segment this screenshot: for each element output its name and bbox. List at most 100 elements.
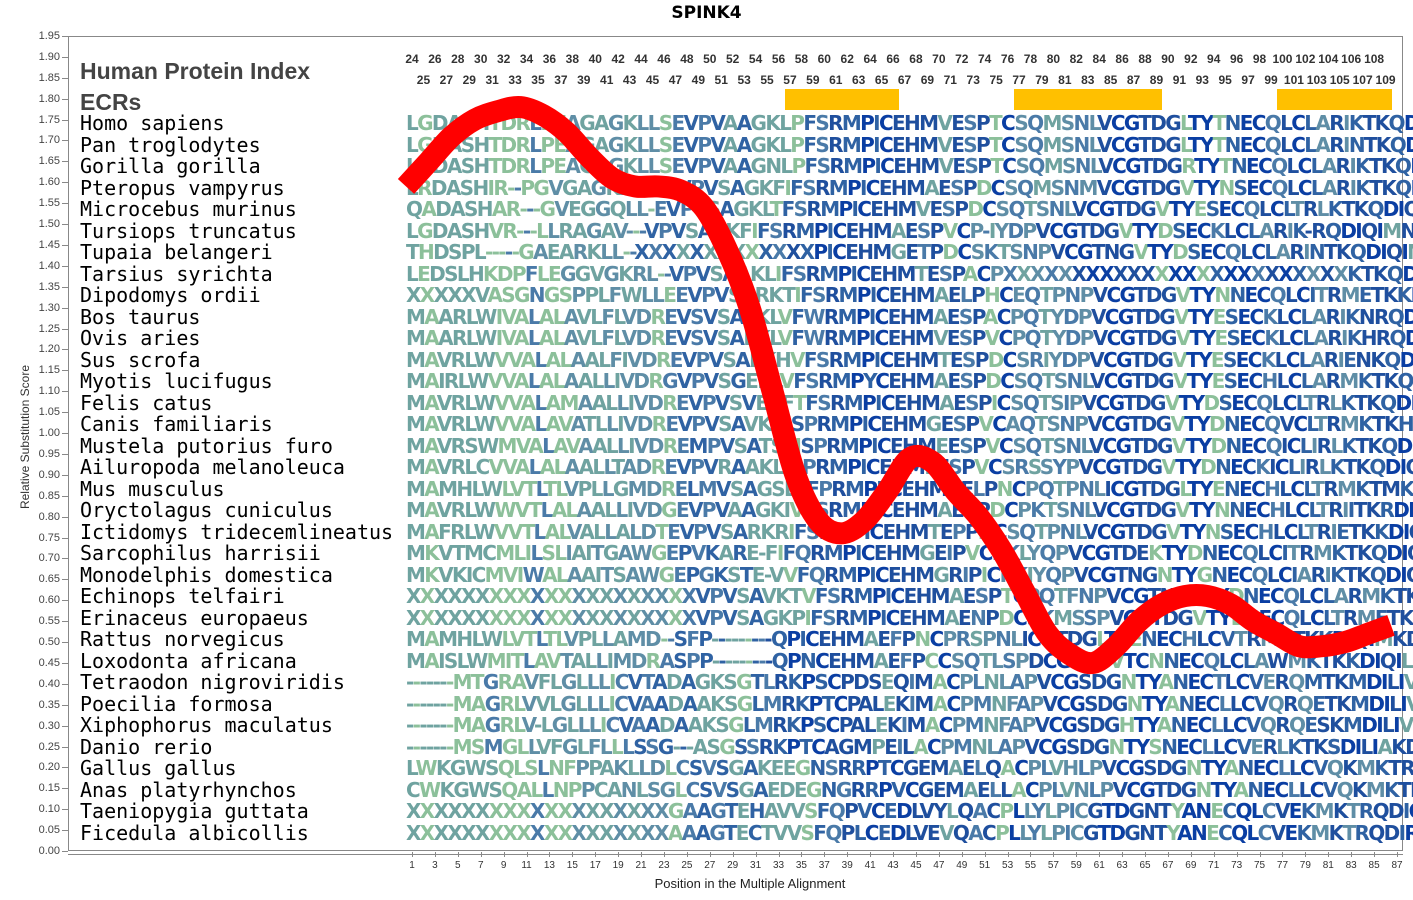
species-name: Ictidomys tridecemlineatus <box>80 519 394 544</box>
y-tick-mark <box>62 307 68 309</box>
y-tick-label: 1.10 <box>38 385 60 398</box>
x-tick-mark <box>1328 852 1330 857</box>
x-tick-mark <box>1213 852 1215 857</box>
y-tick-label: 0.45 <box>38 656 60 669</box>
x-tick-label: 67 <box>1162 860 1174 871</box>
human-index-label: 56 <box>771 52 786 66</box>
x-tick-label: 39 <box>841 860 853 871</box>
x-tick-mark <box>480 852 482 857</box>
y-tick-label: 0.50 <box>38 636 60 649</box>
human-index-label: 54 <box>748 52 763 66</box>
y-tick-label: 0.20 <box>38 761 60 774</box>
human-index-label: 59 <box>806 73 820 87</box>
y-tick-label: 0.00 <box>38 845 60 857</box>
human-index-label: 32 <box>496 52 511 66</box>
y-tick-mark <box>62 558 68 560</box>
y-tick-label: 1.05 <box>38 406 60 419</box>
sequence-row: MKVTMCMLILSLIAITGAWGEPVKARE-FIFQRMPICEHM… <box>406 541 1413 565</box>
species-name: Xiphophorus maculatus <box>80 713 333 737</box>
human-index-label: 28 <box>451 52 465 66</box>
human-index-label: 97 <box>1241 73 1255 87</box>
human-index-label: 78 <box>1023 52 1038 66</box>
x-tick-mark <box>1076 852 1078 857</box>
y-tick-mark <box>62 286 68 288</box>
y-tick-mark <box>62 725 68 727</box>
human-index-label: 88 <box>1138 52 1152 66</box>
y-tick-mark <box>62 56 68 58</box>
sequence-row: XXXXXXXXXXXXXXXXXXXXXVPVSAGKPIFSRMPICEHM… <box>406 605 1413 630</box>
x-tick-label: 85 <box>1368 860 1380 871</box>
y-tick-label: 0.80 <box>38 510 60 523</box>
y-tick-mark <box>62 161 68 163</box>
x-tick-label: 73 <box>1231 860 1243 871</box>
x-tick-mark <box>1351 852 1353 857</box>
y-tick-mark <box>62 140 68 142</box>
sequence-row: LRDASHIR--PGVGAGKMLKKVPVSAGKFIFSRMPICEHM… <box>406 175 1413 200</box>
x-tick-mark <box>1099 852 1101 857</box>
human-index-label: 24 <box>405 52 419 66</box>
species-name: Tupaia belangeri <box>80 240 273 264</box>
y-tick-label: 0.70 <box>38 552 60 565</box>
x-tick-label: 23 <box>658 860 670 871</box>
x-tick-mark <box>1374 852 1376 857</box>
human-index-label: 82 <box>1069 52 1083 66</box>
species-name: Tetraodon nigroviridis <box>80 670 345 694</box>
species-name: Myotis lucifugus <box>80 369 273 393</box>
human-index-label: 103 <box>1306 73 1327 87</box>
y-tick-mark <box>62 662 68 664</box>
human-index-label: 72 <box>955 52 969 66</box>
human-index-label: 87 <box>1126 73 1141 87</box>
human-index-label: 84 <box>1092 52 1106 66</box>
x-tick-label: 43 <box>887 860 899 871</box>
y-tick-label: 1.15 <box>38 364 60 377</box>
y-tick-mark <box>62 453 68 455</box>
human-index-label: 98 <box>1252 52 1267 66</box>
x-tick-label: 37 <box>818 860 830 871</box>
human-index-label: 76 <box>1000 52 1015 66</box>
species-name: Sus scrofa <box>80 347 201 372</box>
human-index-label: 47 <box>668 73 683 87</box>
y-tick-label: 1.50 <box>38 218 60 231</box>
x-tick-label: 81 <box>1322 860 1334 871</box>
human-index-label: 39 <box>577 73 591 87</box>
x-tick-mark <box>824 852 826 857</box>
species-name: Oryctolagus cuniculus <box>80 498 333 522</box>
y-tick-mark <box>62 788 68 790</box>
x-tick-mark <box>801 852 803 857</box>
human-index-label: 60 <box>817 52 831 66</box>
plot-area <box>68 36 1403 851</box>
x-tick-label: 45 <box>910 860 922 871</box>
y-tick-mark <box>62 809 68 811</box>
x-tick-mark <box>709 852 711 857</box>
y-tick-mark <box>62 36 68 37</box>
human-index-label: 40 <box>588 52 602 66</box>
human-index-label: 62 <box>840 52 854 66</box>
species-name: Echinops telfairi <box>80 584 285 608</box>
y-tick-label: 0.55 <box>38 615 60 628</box>
human-index-label: 74 <box>977 52 992 66</box>
x-tick-label: 35 <box>795 860 807 871</box>
sequence-row: MAVRLWVVALAVATLLIVDREVPVSAVKVISPRMPICEHM… <box>406 412 1413 436</box>
x-tick-mark <box>526 852 528 857</box>
human-index-label: 80 <box>1046 52 1061 66</box>
x-tick-mark <box>870 852 872 857</box>
sequence-row: QADASHAR---GVEGGQLL-EVPVSAGKLTFSRMPICEHM… <box>406 197 1413 221</box>
human-index-label: 30 <box>474 52 488 66</box>
human-index-label: 33 <box>508 73 522 87</box>
sequence-row: CWKGWSQALLNPPCANLSGLCSVSGAEDEGNGRRPVCGEM… <box>406 777 1413 802</box>
x-tick-label: 53 <box>1002 860 1014 871</box>
human-index-label: 92 <box>1184 52 1198 66</box>
sequence-row: -------MAGRLVVLGLLLICVAADAAKSGLMRKPTCPAL… <box>406 691 1413 716</box>
sequence-row: XXXXXXXXXXXXXXXXXXXAAAGTECTVVSFQPLCEDLVE… <box>406 820 1413 845</box>
x-tick-mark <box>1397 852 1398 857</box>
x-tick-mark <box>847 852 849 857</box>
human-index-label: 107 <box>1352 73 1373 87</box>
x-tick-mark <box>663 852 665 857</box>
y-tick-mark <box>62 642 68 644</box>
x-tick-label: 19 <box>612 860 624 871</box>
y-tick-mark <box>62 98 68 100</box>
y-tick-mark <box>62 119 68 121</box>
human-index-label: 35 <box>531 73 545 87</box>
sequence-row: -------MTGRAVFLGLLLICVTADAGKSGTLRKPSCPDS… <box>406 670 1413 694</box>
y-tick-label: 0.75 <box>38 531 60 544</box>
